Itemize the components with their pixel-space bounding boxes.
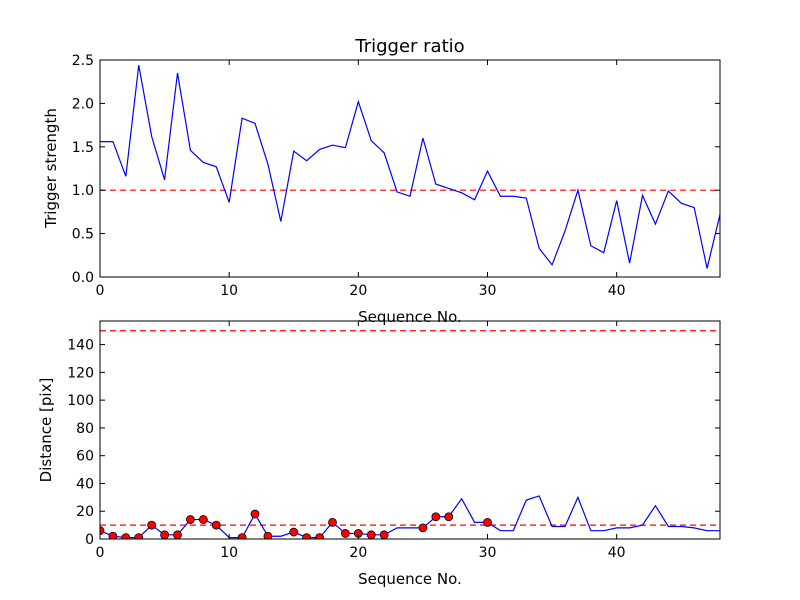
bottom-data-point (250, 509, 260, 519)
bottom-x-tick-label: 20 (349, 545, 367, 561)
top-x-axis-label: Sequence No. (358, 308, 462, 326)
bottom-data-point (302, 533, 312, 539)
top-plot-frame (99, 59, 721, 278)
top-series-line-0 (100, 65, 720, 269)
bottom-data-point (366, 530, 376, 539)
top-x-tick-label: 0 (96, 283, 105, 299)
top-plot-area (100, 65, 720, 269)
bottom-data-point (418, 523, 428, 533)
top-y-tick-label: 2.0 (72, 96, 94, 112)
bottom-x-axis-label: Sequence No. (358, 570, 462, 588)
bottom-plot-area (100, 330, 720, 539)
bottom-y-tick-label: 80 (76, 421, 94, 437)
bottom-x-tick-label: 30 (479, 545, 497, 561)
bottom-x-ticks: 0 10 20 30 40 (96, 321, 626, 561)
top-panel: Trigger ratio 0 10 20 30 40 0.0 0.5 1.0 1.5 2.0 2… (42, 36, 721, 326)
top-y-axis-label: Trigger strength (42, 108, 60, 229)
bottom-data-point (263, 531, 273, 539)
top-x-tick-label: 20 (349, 283, 367, 299)
top-y-tick-label: 0.0 (72, 270, 94, 286)
bottom-data-point (444, 512, 454, 522)
bottom-x-tick-label: 0 (96, 545, 105, 561)
bottom-data-point (328, 517, 337, 527)
bottom-plot-frame (99, 320, 721, 540)
bottom-y-tick-label: 100 (67, 393, 94, 409)
top-y-tick-label: 1.5 (72, 140, 94, 156)
bottom-data-point (134, 533, 144, 539)
bottom-data-point (160, 530, 169, 539)
top-y-tick-label: 0.5 (72, 227, 94, 243)
bottom-data-point (198, 515, 208, 524)
bottom-data-point (121, 533, 131, 539)
bottom-data-point (289, 527, 299, 537)
bottom-y-axis-label: Distance [pix] (37, 378, 55, 483)
top-y-tick-label: 1.0 (72, 183, 94, 199)
bottom-data-point (315, 533, 324, 539)
bottom-y-ticks: 0 20 40 60 80 100 120 140 (67, 338, 720, 548)
top-y-ticks: 0.0 0.5 1.0 1.5 2.0 2.5 (72, 53, 720, 286)
bottom-data-point (186, 515, 195, 524)
bottom-data-point (108, 531, 118, 539)
top-x-tick-label: 40 (608, 283, 626, 299)
bottom-data-point (341, 529, 350, 538)
bottom-data-point (147, 520, 157, 530)
bottom-data-point (483, 517, 492, 527)
bottom-data-point (173, 530, 182, 539)
bottom-y-tick-label: 120 (67, 365, 94, 381)
top-x-tick-label: 30 (479, 283, 497, 299)
bottom-data-point (100, 526, 105, 536)
bottom-series-group (100, 330, 720, 539)
bottom-y-tick-label: 40 (76, 476, 94, 492)
bottom-x-tick-label: 40 (608, 545, 626, 561)
bottom-data-point (379, 530, 389, 539)
bottom-data-point (237, 533, 247, 539)
top-x-tick-label: 10 (220, 283, 238, 299)
bottom-y-tick-label: 0 (85, 532, 94, 548)
bottom-data-point (211, 520, 221, 530)
bottom-data-point (431, 512, 441, 522)
bottom-y-tick-label: 140 (67, 338, 94, 354)
top-chart-title: Trigger ratio (354, 36, 464, 57)
bottom-panel: 0 10 20 30 40 0 20 40 60 80 100 120 140 Sequence No… (37, 320, 721, 588)
bottom-y-tick-label: 20 (76, 504, 94, 520)
bottom-y-tick-label: 60 (76, 449, 94, 465)
top-y-tick-label: 2.5 (72, 53, 94, 69)
top-x-ticks: 0 10 20 30 40 (96, 60, 626, 299)
top-series-group (100, 65, 720, 269)
bottom-x-tick-label: 10 (220, 545, 238, 561)
